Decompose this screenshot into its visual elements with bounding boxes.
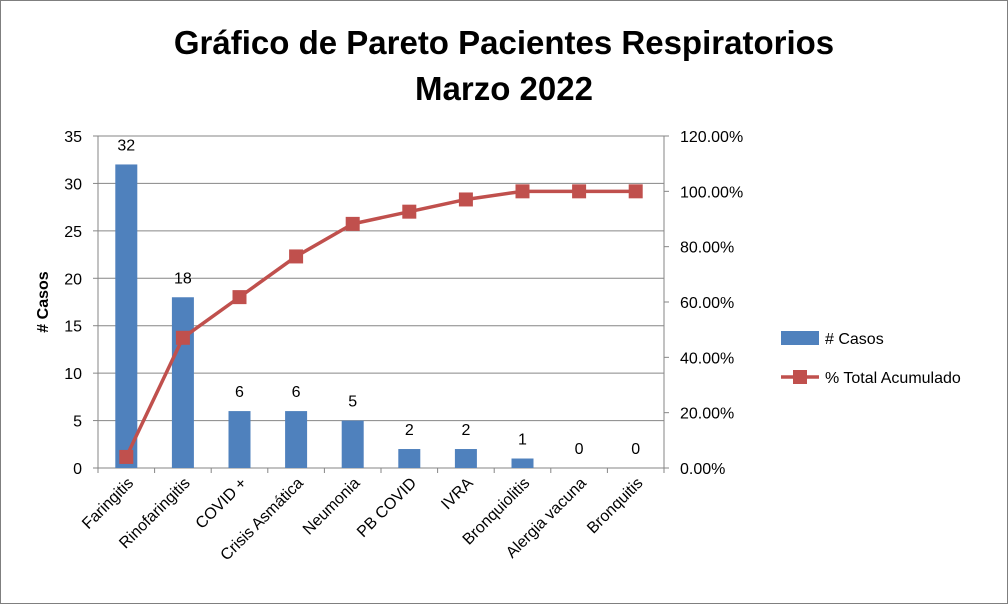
legend-swatch-casos bbox=[781, 331, 819, 345]
right-axis-tick-label: 80.00% bbox=[680, 240, 734, 257]
cumulative-point bbox=[458, 192, 473, 207]
right-axis-tick-label: 60.00% bbox=[680, 295, 734, 312]
cumulative-point bbox=[289, 249, 304, 264]
cumulative-point bbox=[119, 449, 134, 464]
cumulative-point bbox=[175, 330, 190, 345]
bar-data-label: 6 bbox=[292, 384, 301, 401]
left-axis-tick-label: 5 bbox=[73, 414, 82, 431]
chart-title-line2: Marzo 2022 bbox=[415, 70, 593, 107]
left-axis-tick-label: 25 bbox=[64, 224, 82, 241]
cumulative-point bbox=[572, 184, 587, 199]
x-axis-category-label: COVID + bbox=[193, 475, 251, 533]
right-axis-tick-label: 40.00% bbox=[680, 350, 734, 367]
legend-label-casos: # Casos bbox=[825, 331, 884, 348]
left-axis-tick-label: 30 bbox=[64, 176, 82, 193]
cumulative-point bbox=[402, 204, 417, 219]
bar-data-label: 0 bbox=[575, 441, 584, 458]
left-axis-tick-label: 10 bbox=[64, 366, 82, 383]
bar bbox=[171, 297, 194, 468]
left-axis-tick-label: 15 bbox=[64, 319, 82, 336]
legend-swatch-marker bbox=[793, 370, 807, 384]
bar-data-label: 2 bbox=[461, 422, 470, 439]
bar bbox=[341, 420, 364, 468]
bar-data-label: 6 bbox=[235, 384, 244, 401]
x-axis-category-label: Bronquitis bbox=[584, 475, 646, 537]
cumulative-point bbox=[515, 184, 530, 199]
chart-title-line1: Gráfico de Pareto Pacientes Respiratorio… bbox=[173, 24, 835, 61]
bar-data-label: 5 bbox=[348, 394, 357, 411]
right-axis-tick-label: 100.00% bbox=[680, 184, 743, 201]
cumulative-line bbox=[124, 189, 636, 458]
x-axis-category-label: Faringitis bbox=[79, 475, 137, 533]
bar bbox=[454, 449, 477, 468]
legend-label-acumulado: % Total Acumulado bbox=[825, 370, 961, 387]
right-axis-tick-label: 20.00% bbox=[680, 406, 734, 423]
bar bbox=[228, 411, 251, 468]
x-axis-category-label: PB COVID bbox=[354, 475, 420, 541]
bar bbox=[285, 411, 308, 468]
bar-data-label: 0 bbox=[631, 441, 640, 458]
bar bbox=[398, 449, 421, 468]
bar-data-label: 2 bbox=[405, 422, 414, 439]
left-axis-tick-label: 20 bbox=[64, 271, 82, 288]
left-axis-tick-label: 0 bbox=[73, 461, 82, 478]
right-axis-tick-label: 120.00% bbox=[680, 129, 743, 146]
cumulative-point bbox=[345, 216, 360, 231]
bar bbox=[115, 164, 138, 468]
cumulative-point bbox=[232, 290, 247, 305]
bar-data-label: 18 bbox=[174, 270, 192, 287]
bar-data-label: 1 bbox=[518, 432, 527, 449]
bar bbox=[511, 458, 534, 468]
cumulative-point bbox=[628, 184, 643, 199]
x-axis-category-label: IVRA bbox=[438, 475, 477, 514]
left-axis-tick-label: 35 bbox=[64, 129, 82, 146]
y-axis-label: # Casos bbox=[35, 271, 52, 332]
right-axis-tick-label: 0.00% bbox=[680, 461, 725, 478]
bar-data-label: 32 bbox=[117, 137, 135, 154]
